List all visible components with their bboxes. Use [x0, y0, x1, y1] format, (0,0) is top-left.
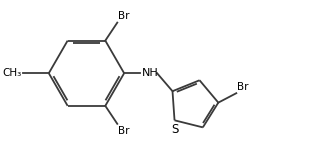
Text: Br: Br	[118, 126, 130, 135]
Text: S: S	[171, 123, 178, 136]
Text: CH₃: CH₃	[2, 68, 21, 78]
Text: NH: NH	[142, 68, 159, 78]
Text: Br: Br	[237, 82, 249, 92]
Text: Br: Br	[118, 11, 130, 21]
